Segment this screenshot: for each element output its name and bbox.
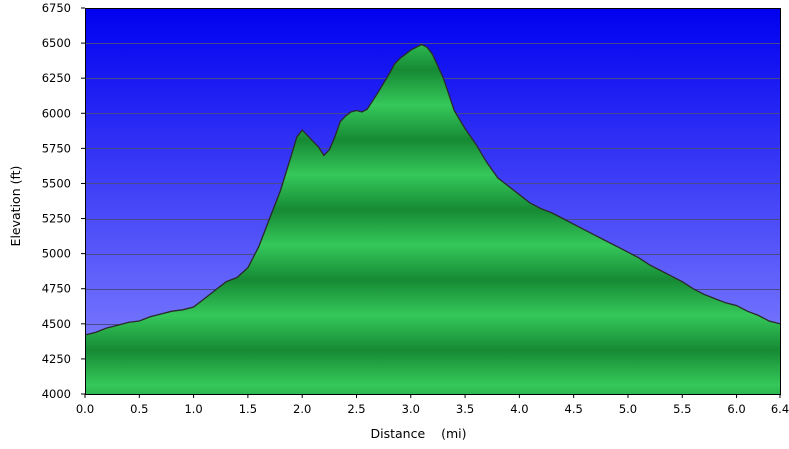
y-tick-label-5750: 5750 — [42, 141, 71, 155]
x-tick-label-0.0: 0.0 — [76, 402, 94, 416]
y-tick-label-4500: 4500 — [42, 317, 71, 331]
x-tick-label-0.5: 0.5 — [130, 402, 148, 416]
y-tick-label-4750: 4750 — [42, 282, 71, 296]
x-tick-label-6.4: 6.4 — [771, 402, 789, 416]
x-tick-label-4.5: 4.5 — [565, 402, 583, 416]
x-tick-label-1.0: 1.0 — [184, 402, 202, 416]
x-tick-label-5.0: 5.0 — [619, 402, 637, 416]
x-tick-label-3.5: 3.5 — [456, 402, 474, 416]
x-tick-label-1.5: 1.5 — [239, 402, 257, 416]
x-axis-title: Distance (mi) — [371, 426, 467, 441]
elevation-area — [85, 44, 780, 394]
y-tick-label-5000: 5000 — [42, 247, 71, 261]
y-axis: 4000 4250 4500 4750 5000 5250 5500 5750 6000 6250… — [42, 1, 85, 401]
x-tick-label-4.0: 4.0 — [510, 402, 528, 416]
y-tick-label-6500: 6500 — [42, 36, 71, 50]
y-tick-label-4000: 4000 — [42, 387, 71, 401]
y-tick-label-5250: 5250 — [42, 212, 71, 226]
y-tick-label-4250: 4250 — [42, 352, 71, 366]
y-tick-label-6750: 6750 — [42, 1, 71, 15]
x-tick-label-5.5: 5.5 — [673, 402, 691, 416]
y-axis-title: Elevation (ft) — [8, 166, 23, 247]
y-tick-label-5500: 5500 — [42, 176, 71, 190]
x-axis: 0.0 0.5 1.0 1.5 2.0 2.5 3.0 3.5 4.0 4.5 5.0 5.5 6.0 6… — [76, 394, 789, 416]
y-tick-label-6000: 6000 — [42, 106, 71, 120]
y-tick-label-6250: 6250 — [42, 71, 71, 85]
plot-frame — [85, 8, 781, 395]
elevation-line — [85, 43, 780, 336]
x-tick-label-2.5: 2.5 — [347, 402, 365, 416]
x-tick-label-3.0: 3.0 — [402, 402, 420, 416]
x-tick-label-6.0: 6.0 — [727, 402, 745, 416]
x-tick-label-2.0: 2.0 — [293, 402, 311, 416]
